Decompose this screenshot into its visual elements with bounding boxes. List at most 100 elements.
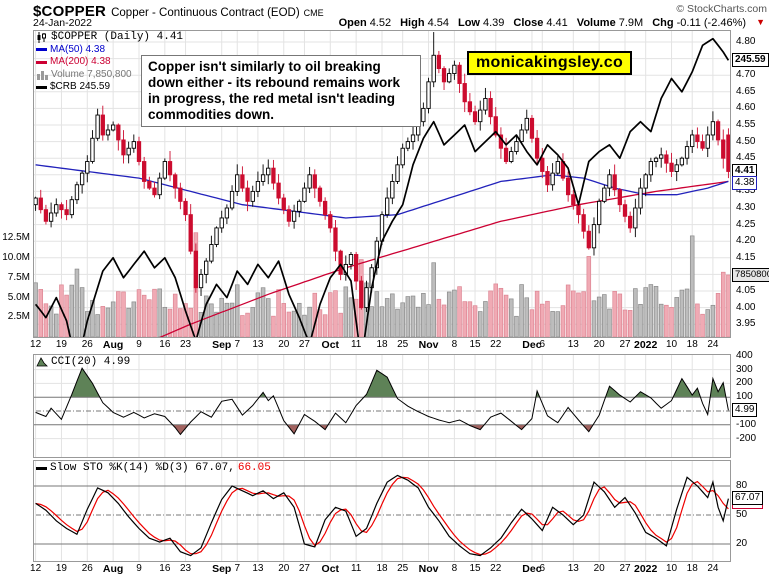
symbol-ticker: $COPPER xyxy=(33,3,107,20)
watermark-site-link[interactable]: monicakingsley.co xyxy=(467,51,633,75)
legend-label: Volume 7,850,800 xyxy=(51,68,132,80)
x-axis-label: Dec xyxy=(522,339,542,351)
price-axis-tick: 4.60 xyxy=(736,102,756,114)
stochastics-indicator-canvas[interactable] xyxy=(33,460,731,562)
x-axis-label: 18 xyxy=(376,339,388,350)
x-axis-label: 27 xyxy=(619,563,631,574)
sto-k-value-tag: 67.07 xyxy=(732,491,764,506)
x-axis-label: 12 xyxy=(30,339,42,350)
volume-axis-tick: 10.0M xyxy=(2,252,30,263)
price-axis-tick: 4.35 xyxy=(736,185,756,197)
cci-axis-tick: -200 xyxy=(736,432,757,444)
x-axis-label: 9 xyxy=(136,563,142,574)
line-swatch-icon xyxy=(36,48,47,52)
quote-label: Volume xyxy=(576,17,616,29)
price-axis-tick: 4.70 xyxy=(736,69,756,81)
x-axis-label: 7 xyxy=(234,563,240,574)
quote-item: Close 4.41 xyxy=(513,17,567,31)
x-axis-label: 8 xyxy=(451,339,458,350)
quote-label: High xyxy=(400,17,425,29)
x-axis-label: 18 xyxy=(376,563,388,574)
x-axis-label: 13 xyxy=(252,339,264,350)
x-axis-label: 18 xyxy=(686,563,698,574)
x-axis-label: 20 xyxy=(593,563,605,574)
cci-area-icon xyxy=(36,357,48,367)
cci-axis-tick: 300 xyxy=(736,363,753,375)
quote-value: 4.39 xyxy=(482,17,505,29)
x-axis-label: Dec xyxy=(522,563,542,575)
x-axis-label: Nov xyxy=(418,563,439,575)
chg-down-triangle-icon: ▼ xyxy=(756,17,765,27)
quote-label: Close xyxy=(513,17,544,29)
price-axis-tick: 4.80 xyxy=(736,36,756,47)
x-axis-label: 6 xyxy=(539,339,546,350)
x-axis-label: 16 xyxy=(159,563,171,574)
sto-axis-tick: 20 xyxy=(736,538,748,549)
price-axis-tick: 4.50 xyxy=(736,135,756,147)
sto-legend-d-value: 66.05 xyxy=(237,462,271,474)
sto-legend-label: Slow STO %K(14) %D(3) 67.07, xyxy=(50,462,235,474)
legend-row: MA(50) 4.38 xyxy=(36,44,183,57)
quote-row: 24-Jan-2022 Open 4.52 High 4.54 Low 4.39 Close… xyxy=(33,17,765,31)
legend-label: $CRB 245.59 xyxy=(50,81,111,92)
x-axis-label: 22 xyxy=(490,339,502,350)
ma50-value-tag: 4.38 xyxy=(732,176,758,191)
x-axis-label: 23 xyxy=(179,563,192,574)
price-axis-tick: 4.45 xyxy=(736,152,756,164)
x-axis-label: 7 xyxy=(234,339,240,350)
x-axis-label: 18 xyxy=(686,339,698,350)
price-axis-tick: 4.30 xyxy=(736,202,756,213)
price-axis-tick: 3.95 xyxy=(736,318,756,330)
volume-value-tag: 7850800 xyxy=(732,267,769,282)
cci-axis-tick: -100 xyxy=(736,418,757,430)
x-axis-label: 13 xyxy=(567,339,579,350)
exchange-label: CME xyxy=(303,8,324,18)
price-axis-tick: 4.25 xyxy=(736,218,756,230)
cci-value-tag: 4.99 xyxy=(732,403,758,418)
x-axis-label: 27 xyxy=(619,339,631,350)
main-chart-legend: $COPPER (Daily) 4.41 MA(50) 4.38 MA(200) 4… xyxy=(36,31,183,94)
price-axis-tick: 4.15 xyxy=(736,251,756,263)
price-axis-tick: 4.00 xyxy=(736,301,756,313)
x-axis-label: 15 xyxy=(469,563,481,574)
volume-axis-tick: 2.5M xyxy=(7,311,30,323)
x-axis-label: 16 xyxy=(159,339,171,350)
x-axis-label: 2022 xyxy=(634,563,658,575)
quote-label: Open xyxy=(338,17,367,29)
price-axis-tick: 4.65 xyxy=(736,85,756,97)
legend-row: MA(200) 4.38 xyxy=(36,56,183,69)
x-axis-label: 25 xyxy=(397,563,409,574)
volume-axis-tick: 12.5M xyxy=(2,232,30,244)
x-axis-label: 25 xyxy=(397,339,409,350)
quote-value: 7.9M xyxy=(618,17,644,29)
sto-line-icon xyxy=(36,466,47,470)
main-price-chart-canvas[interactable] xyxy=(33,30,731,338)
quote-item: Low 4.39 xyxy=(458,17,504,31)
sto-legend: Slow STO %K(14) %D(3) 67.07, 66.05 xyxy=(36,462,271,475)
quote-label: Low xyxy=(457,17,480,29)
x-axis-label: 20 xyxy=(593,339,605,350)
x-axis-label: 13 xyxy=(252,563,264,574)
cci-indicator-canvas[interactable] xyxy=(33,354,731,458)
x-axis-label: 9 xyxy=(136,339,142,350)
x-axis-label: 6 xyxy=(539,563,546,574)
x-axis-label: 19 xyxy=(55,563,67,574)
legend-label: MA(50) 4.38 xyxy=(50,43,106,55)
symbol-description: Copper - Continuous Contract (EOD) xyxy=(111,7,300,19)
x-axis-label: 10 xyxy=(665,339,678,350)
x-axis-label: Nov xyxy=(418,339,439,351)
quote-value: 4.41 xyxy=(546,17,568,29)
x-axis-label: 26 xyxy=(81,339,93,350)
cci-legend-label: CCI(20) 4.99 xyxy=(51,356,131,368)
legend-label: MA(200) 4.38 xyxy=(50,56,111,67)
x-axis-label: 20 xyxy=(278,339,290,350)
quote-value: 4.54 xyxy=(427,17,449,29)
x-axis-label: 13 xyxy=(567,563,579,574)
legend-row: $COPPER (Daily) 4.41 xyxy=(36,31,183,44)
x-axis-label: Aug xyxy=(102,339,124,351)
line-swatch-icon xyxy=(36,60,47,64)
quote-item: Chg -0.11 (-2.46%) xyxy=(652,17,746,31)
x-axis-label: Oct xyxy=(321,339,340,351)
sto-axis-tick: 80 xyxy=(736,479,748,491)
